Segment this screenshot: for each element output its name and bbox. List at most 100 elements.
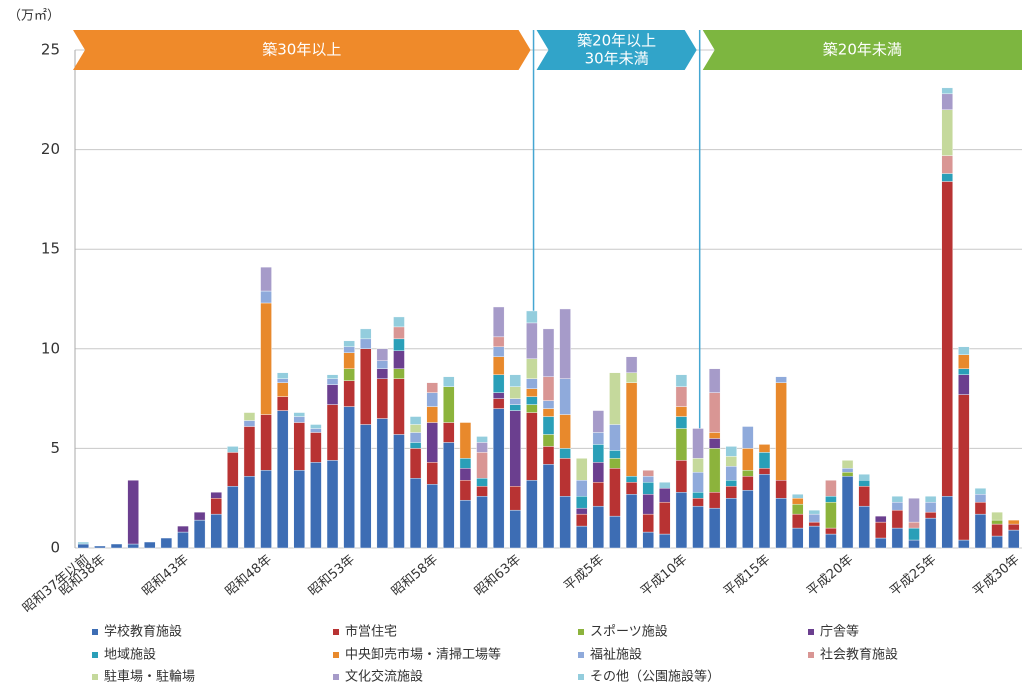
bar-segment (260, 414, 272, 471)
y-tick-label: 20 (41, 140, 60, 158)
period-label: 30年未満 (585, 50, 649, 68)
bar-segment (858, 480, 870, 487)
bar-segment (376, 348, 389, 361)
bar-segment (492, 408, 505, 549)
bar-segment (991, 523, 1003, 537)
bar-segment (891, 527, 904, 549)
bar-segment (360, 348, 372, 425)
bar-segment (758, 468, 771, 475)
bar-segment (792, 527, 804, 549)
bar-segment (675, 460, 688, 493)
bar-segment (443, 442, 455, 549)
bar-segment (825, 527, 837, 535)
legend-label: 駐車場・駐輪場 (104, 669, 195, 684)
bar-segment (941, 181, 953, 497)
bar-segment (708, 448, 721, 493)
bar-segment (775, 498, 787, 549)
legend-label: 中央卸売市場・清掃工場等 (345, 647, 501, 663)
bar-segment (94, 545, 106, 549)
x-tick-label: 昭和63年 (472, 552, 524, 599)
legend-label: 社会教育施設 (820, 647, 898, 663)
bar-segment (609, 515, 621, 549)
bar-segment (260, 290, 272, 304)
bar-segment (326, 384, 339, 405)
bar-segment (841, 468, 854, 473)
bar-segment (526, 396, 538, 405)
bar-segment (891, 509, 904, 529)
bar-segment (559, 448, 571, 459)
bar-segment (526, 480, 538, 549)
bar-segment (742, 448, 754, 471)
bar-segment (177, 531, 189, 549)
bar-segment (692, 492, 704, 499)
bar-segment (625, 494, 638, 549)
bar-segment (974, 488, 987, 495)
bar-segment (908, 521, 920, 529)
bar-segment (426, 406, 438, 423)
bar-segment (675, 386, 688, 407)
bar-segment (808, 525, 821, 549)
bar-segment (542, 376, 555, 401)
bar-segment (426, 484, 438, 549)
bar-segment (542, 446, 555, 465)
y-tick-label: 10 (41, 339, 60, 357)
bar-segment (459, 468, 472, 481)
y-tick-label: 25 (41, 41, 60, 59)
bar-segment (542, 416, 555, 435)
bar-segment (343, 346, 355, 353)
legend-swatch (92, 674, 98, 680)
y-unit: （万㎡） (8, 9, 60, 24)
bar-segment (592, 482, 605, 507)
bar-segment (542, 328, 555, 377)
x-tick-label: 昭和48年 (223, 552, 275, 599)
bar-segment (692, 498, 704, 507)
bar-segment (592, 505, 605, 549)
period-banner (536, 30, 697, 70)
bar-segment (958, 394, 970, 541)
bar-segment (625, 476, 638, 483)
bar-segment (625, 372, 638, 383)
bar-segment (609, 424, 621, 451)
bar-segment (642, 531, 654, 549)
bar-segment (409, 424, 422, 433)
x-tick-label: 平成25年 (887, 552, 939, 599)
bar-segment (692, 472, 704, 493)
bar-segment (991, 519, 1003, 525)
bar-segment (177, 525, 189, 533)
bar-segment (542, 400, 555, 409)
bar-segment (742, 476, 754, 491)
bar-segment (210, 498, 222, 515)
bar-segment (426, 462, 438, 485)
bar-segment (675, 428, 688, 461)
bar-segment (692, 505, 704, 549)
x-tick-label: 平成20年 (804, 552, 856, 599)
legend-label: 市営住宅 (345, 624, 397, 640)
bar-segment (708, 432, 721, 439)
x-tick-label: 平成15年 (721, 552, 773, 599)
bar-segment (409, 478, 422, 549)
bar-segment (509, 404, 521, 411)
bar-segment (725, 486, 737, 499)
bar-segment (559, 308, 571, 379)
bar-segment (891, 501, 904, 511)
bar-segment (310, 462, 322, 549)
bar-segment (509, 374, 521, 387)
bar-segment (393, 434, 405, 549)
bar-segment (941, 496, 953, 549)
legend-label: 福祉施設 (590, 647, 642, 663)
legend-swatch (333, 629, 339, 635)
bar-segment (509, 486, 521, 511)
bar-segment (858, 474, 870, 481)
bar-segment (941, 87, 953, 95)
legend-swatch (808, 629, 814, 635)
bar-segment (426, 382, 438, 393)
bar-segment (758, 474, 771, 549)
bar-segment (526, 358, 538, 379)
legend-swatch (808, 652, 814, 658)
bar-segment (758, 452, 771, 469)
bar-segment (526, 388, 538, 397)
bar-segment (659, 488, 671, 503)
bar-segment (343, 352, 355, 369)
bar-segment (459, 422, 472, 459)
bar-segment (227, 446, 239, 453)
